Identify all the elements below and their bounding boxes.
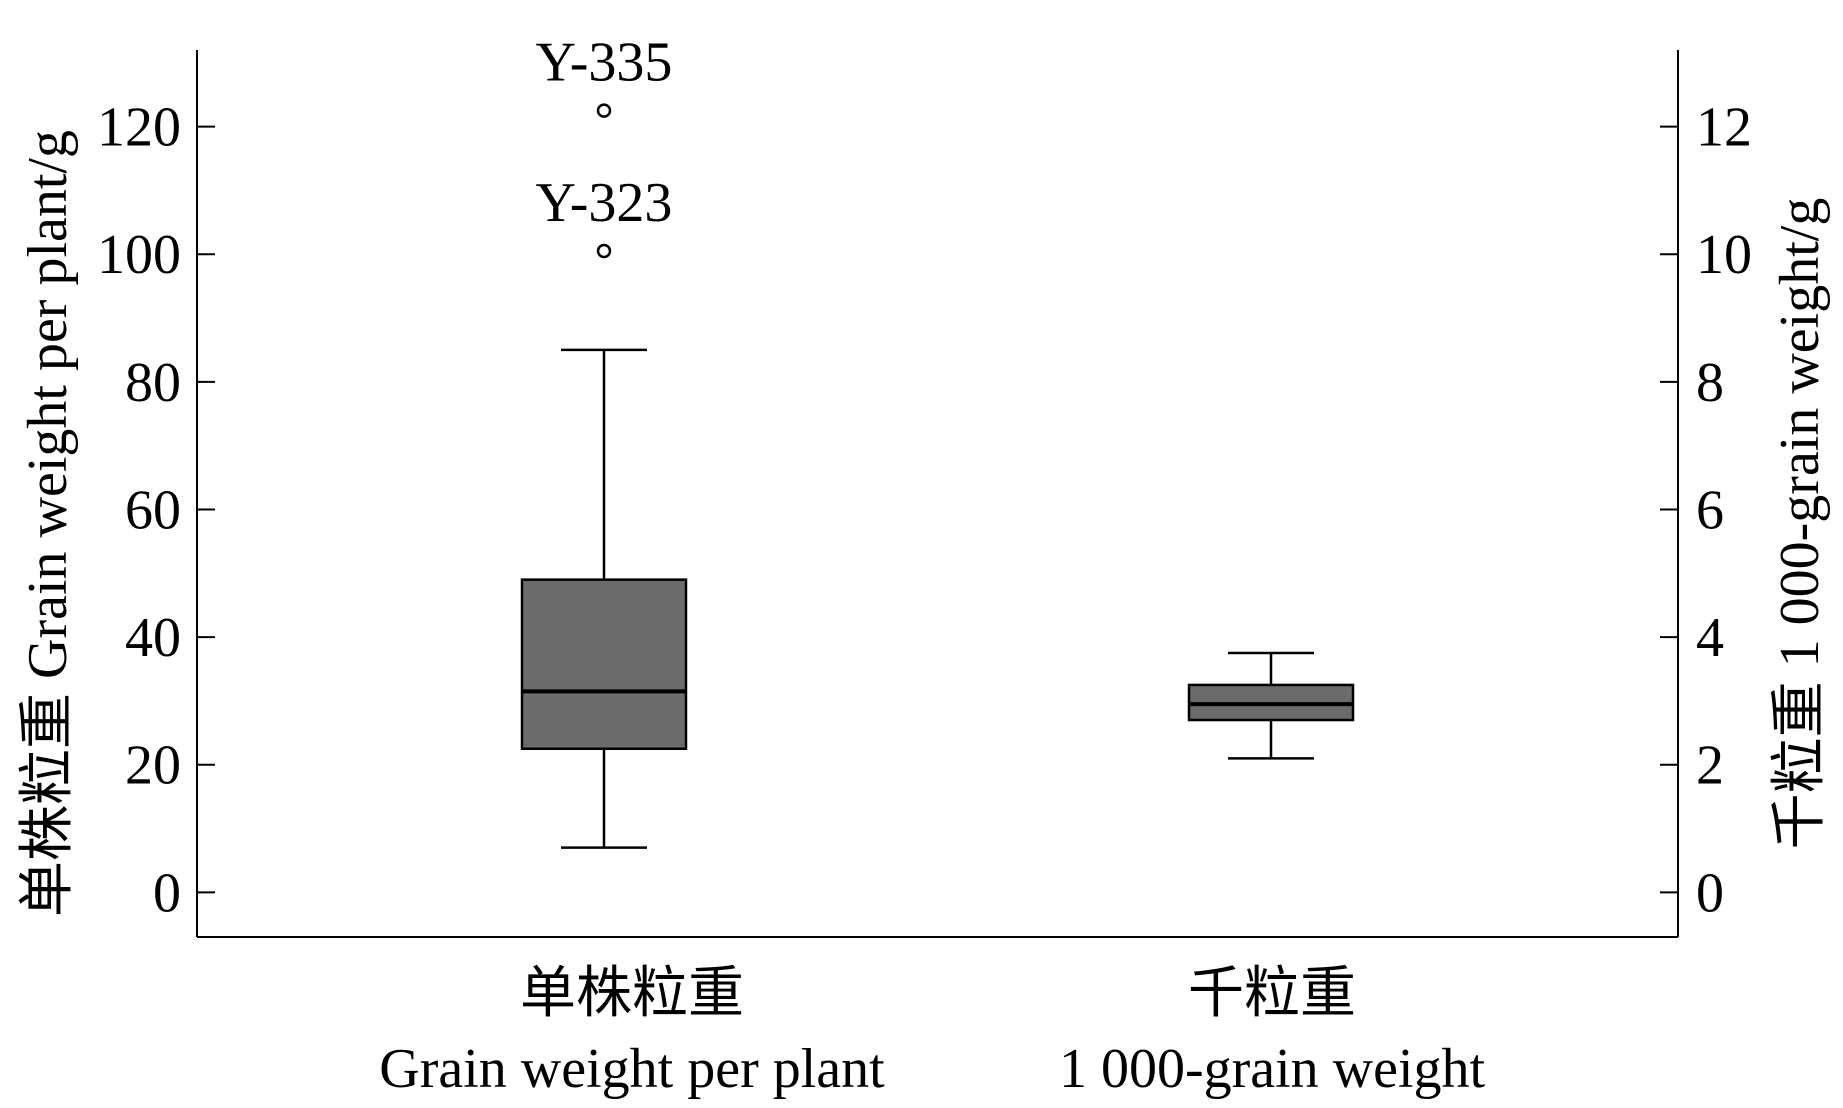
category-label-cn: 单株粒重 [520,963,744,1025]
category-label-en: Grain weight per plant [379,1038,885,1100]
left-tick-label: 40 [125,607,181,669]
right-tick-label: 12 [1696,97,1752,159]
x-axis-category-labels: 单株粒重 Grain weight per plant 千粒重 1 000-grain… [379,963,1485,1100]
right-tick-label: 0 [1696,862,1724,924]
left-tick-label: 80 [125,352,181,414]
left-tick-label: 120 [97,97,181,159]
right-tick-label: 10 [1696,224,1752,286]
outlier-point [596,243,612,259]
outlier-label: Y-323 [536,172,673,234]
left-axis-title: 单株粒重 Grain weight per plant/g [17,130,79,917]
right-axis-title: 千粒重 1 000-grain weight/g [1769,198,1831,850]
left-tick-label: 20 [125,735,181,797]
axis-titles: 单株粒重 Grain weight per plant/g 千粒重 1 000-g… [17,130,1831,917]
left-tick-label: 100 [97,224,181,286]
outlier-label: Y-335 [536,32,673,94]
right-tick-label: 4 [1696,607,1724,669]
plot-frame [196,50,1679,938]
outlier-point [596,103,612,118]
iqr-box [520,578,688,751]
left-tick-label: 0 [153,862,181,924]
right-tick-label: 2 [1696,735,1724,797]
box-1000-grain-weight [1187,651,1355,760]
category-label-en: 1 000-grain weight [1059,1038,1486,1100]
left-tick-label: 60 [125,479,181,541]
left-y-axis: 0 20 40 60 80 100 120 [97,97,215,924]
box-grain-weight-per-plant: Y-323 Y-335 [520,32,688,849]
category-label-cn: 千粒重 [1188,963,1356,1025]
right-tick-label: 6 [1696,479,1724,541]
right-tick-label: 8 [1696,352,1724,414]
right-y-axis: 0 2 4 6 8 10 12 [1660,97,1752,924]
box-series: Y-323 Y-335 [520,32,1355,849]
